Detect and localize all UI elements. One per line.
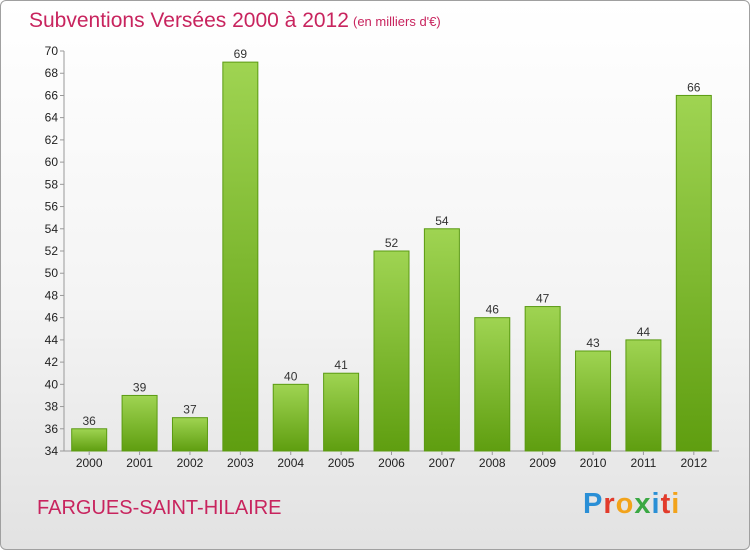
- y-tick-label: 70: [45, 44, 59, 58]
- y-tick-label: 44: [45, 333, 59, 347]
- bar-2002: [171, 417, 208, 452]
- x-tick-label-2008: 2008: [479, 456, 506, 470]
- y-tick-label: 56: [45, 200, 59, 214]
- y-tick-label: 38: [45, 400, 59, 414]
- chart-title: Subventions Versées 2000 à 2012: [29, 9, 349, 32]
- data-label-2001: 39: [133, 380, 147, 394]
- x-tick-label-2010: 2010: [580, 456, 607, 470]
- bar-2005: [323, 372, 360, 452]
- data-label-2002: 37: [183, 403, 197, 417]
- data-label-2005: 41: [334, 358, 348, 372]
- x-tick-label-2000: 2000: [76, 456, 103, 470]
- x-tick-label-2002: 2002: [177, 456, 204, 470]
- data-label-2006: 52: [385, 236, 399, 250]
- x-tick-label-2001: 2001: [126, 456, 153, 470]
- x-tick-label-2012: 2012: [680, 456, 707, 470]
- data-label-2000: 36: [83, 414, 97, 428]
- y-tick-label: 62: [45, 133, 59, 147]
- x-tick-label-2004: 2004: [277, 456, 304, 470]
- bar-2004: [272, 383, 309, 452]
- y-tick-label: 40: [45, 377, 59, 391]
- y-tick-label: 42: [45, 355, 59, 369]
- y-tick-label: 68: [45, 66, 59, 80]
- x-tick-label-2007: 2007: [429, 456, 456, 470]
- bar-2010: [575, 350, 612, 452]
- bar-2007: [423, 228, 460, 452]
- y-tick-label: 48: [45, 288, 59, 302]
- y-tick-label: 64: [45, 111, 59, 125]
- x-tick-label-2009: 2009: [529, 456, 556, 470]
- bar-2001: [121, 394, 158, 452]
- proxiti-logo[interactable]: Proxiti: [583, 488, 681, 520]
- x-tick-label-2005: 2005: [328, 456, 355, 470]
- x-tick-label-2006: 2006: [378, 456, 405, 470]
- commune-name: FARGUES-SAINT-HILAIRE: [37, 497, 282, 519]
- y-tick-label: 54: [45, 222, 59, 236]
- bar-2000: [71, 428, 108, 452]
- y-tick-label: 34: [45, 444, 59, 458]
- y-tick-label: 36: [45, 422, 59, 436]
- bar-2012: [675, 94, 712, 452]
- data-label-2011: 44: [637, 325, 651, 339]
- y-tick-label: 60: [45, 155, 59, 169]
- y-tick-label: 52: [45, 244, 59, 258]
- y-tick-label: 46: [45, 311, 59, 325]
- data-label-2003: 69: [234, 47, 248, 61]
- bar-2003: [222, 61, 259, 452]
- bar-2009: [524, 306, 561, 452]
- x-tick-label-2003: 2003: [227, 456, 254, 470]
- bar-2011: [625, 339, 662, 452]
- y-tick-label: 58: [45, 177, 59, 191]
- data-label-2004: 40: [284, 369, 298, 383]
- bar-2008: [474, 317, 511, 452]
- data-label-2009: 47: [536, 292, 550, 306]
- bar-2006: [373, 250, 410, 452]
- data-label-2007: 54: [435, 214, 449, 228]
- data-label-2008: 46: [486, 303, 500, 317]
- chart-subtitle: (en milliers d'€): [353, 14, 441, 29]
- data-label-2012: 66: [687, 80, 701, 94]
- y-tick-label: 66: [45, 88, 59, 102]
- y-tick-label: 50: [45, 266, 59, 280]
- data-label-2010: 43: [586, 336, 600, 350]
- x-tick-label-2011: 2011: [631, 456, 657, 470]
